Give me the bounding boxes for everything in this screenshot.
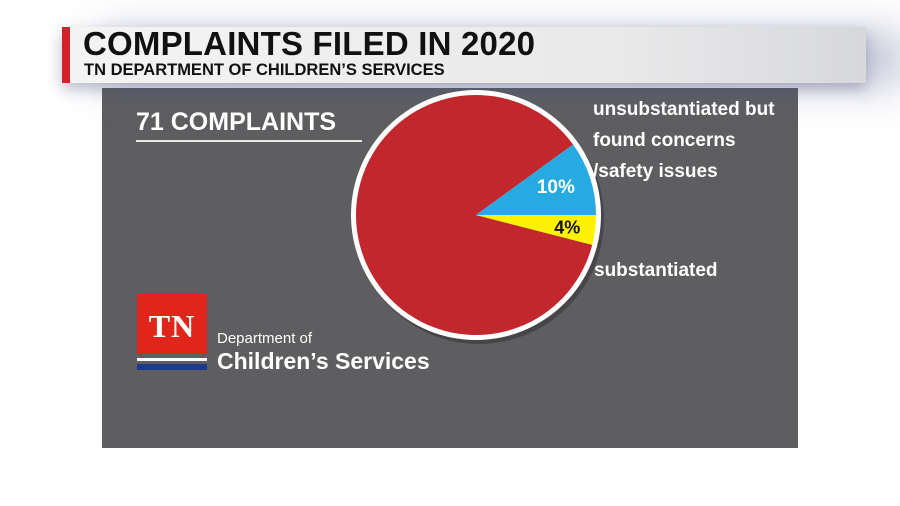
- logo-stripe-blue: [137, 364, 207, 370]
- logo-stripe-white: [137, 358, 207, 361]
- pie-group: 10% 4%: [351, 90, 604, 344]
- pie-slice-substantiated: [476, 215, 596, 245]
- total-complaints-label: 71 COMPLAINTS: [136, 108, 337, 136]
- logo-department-text: Department of: [217, 330, 313, 347]
- dcs-logo-mark: TN: [137, 294, 207, 354]
- title-accent-stripe: [62, 27, 70, 83]
- logo-agency-name: Children’s Services: [217, 348, 430, 374]
- logo-mark-text: TN: [148, 308, 196, 344]
- slice-label-unsubstantiated-concerns: unsubstantiated but found concerns /safe…: [593, 99, 775, 182]
- pie-slice-unsubstantiated-concerns: [476, 144, 596, 215]
- total-underline: [136, 140, 362, 142]
- chart-subtitle: TN DEPARTMENT OF CHILDREN’S SERVICES: [84, 61, 445, 79]
- slice-label-substantiated: substantiated: [594, 260, 718, 281]
- data-label-substantiated: 4%: [554, 218, 580, 238]
- pie-slice-other: [355, 95, 593, 336]
- chart-title: COMPLAINTS FILED IN 2020: [83, 25, 536, 62]
- data-label-unsubstantiated-concerns: 10%: [537, 177, 575, 198]
- title-bar: [62, 27, 866, 83]
